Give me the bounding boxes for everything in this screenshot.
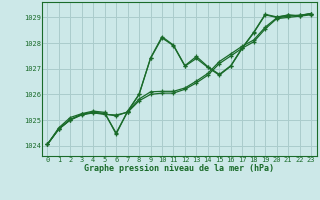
X-axis label: Graphe pression niveau de la mer (hPa): Graphe pression niveau de la mer (hPa) [84, 164, 274, 173]
